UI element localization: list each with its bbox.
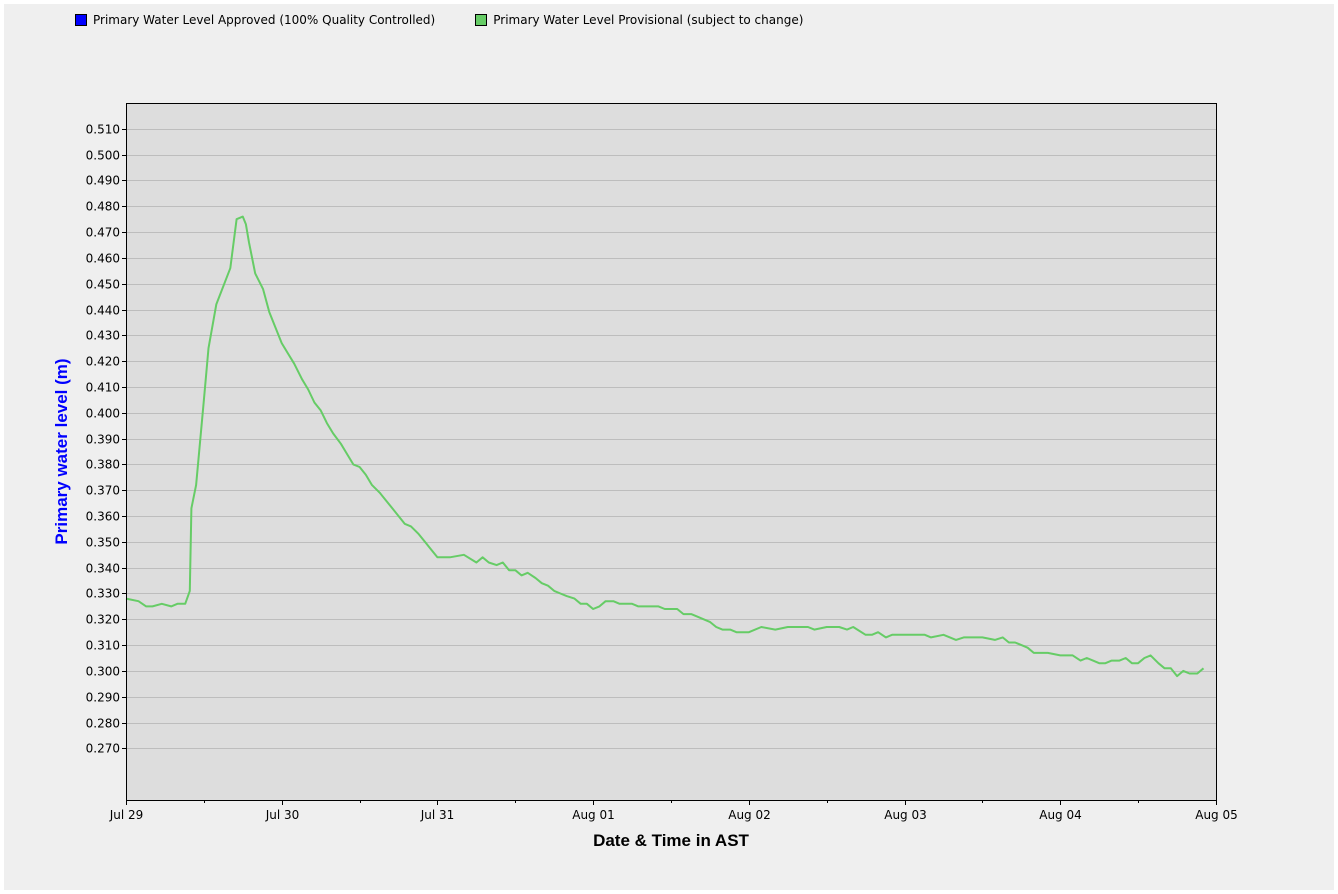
x-axis-title: Date & Time in AST [593, 831, 749, 850]
y-tick-label: 0.360 [86, 510, 120, 524]
y-tick-label: 0.320 [86, 613, 120, 627]
x-tick-label: Jul 31 [420, 808, 455, 822]
y-tick-label: 0.370 [86, 484, 120, 498]
legend-item-provisional: Primary Water Level Provisional (subject… [475, 13, 803, 27]
y-tick-label: 0.350 [86, 536, 120, 550]
x-tick-label: Jul 30 [265, 808, 300, 822]
x-tick-label: Aug 02 [728, 808, 771, 822]
x-axis: Jul 29 Jul 30 Jul 31 Aug 01 Aug 02 Aug 03 Aug … [109, 800, 1238, 822]
y-tick-label: 0.310 [86, 639, 120, 653]
y-tick-label: 0.440 [86, 304, 120, 318]
legend-item-approved: Primary Water Level Approved (100% Quali… [75, 13, 435, 27]
y-tick-label: 0.280 [86, 717, 120, 731]
y-tick-label: 0.460 [86, 252, 120, 266]
legend-label-approved: Primary Water Level Approved (100% Quali… [93, 13, 436, 27]
y-tick-label: 0.270 [86, 742, 120, 756]
y-axis-title: Primary water level (m) [52, 358, 71, 544]
y-tick-label: 0.340 [86, 562, 120, 576]
y-tick-label: 0.510 [86, 123, 120, 137]
plot-area [126, 103, 1216, 800]
y-tick-label: 0.480 [86, 200, 120, 214]
y-tick-label: 0.450 [86, 278, 120, 292]
y-tick-label: 0.470 [86, 226, 120, 240]
x-tick-label: Aug 04 [1039, 808, 1082, 822]
y-tick-label: 0.490 [86, 174, 120, 188]
y-tick-label: 0.290 [86, 691, 120, 705]
series-layer [125, 215, 1205, 678]
y-axis: 0.270 0.280 0.290 0.300 0.310 0.320 0.330 0.340… [86, 123, 126, 756]
grid-lines [126, 129, 1216, 749]
x-tick-label: Aug 03 [884, 808, 927, 822]
legend-swatch-approved [75, 14, 87, 26]
legend-swatch-provisional [475, 14, 488, 26]
y-tick-label: 0.420 [86, 355, 120, 369]
y-tick-label: 0.300 [86, 665, 120, 679]
x-tick-label: Aug 05 [1195, 808, 1238, 822]
y-tick-label: 0.500 [86, 149, 120, 163]
y-tick-label: 0.380 [86, 458, 120, 472]
x-tick-label: Jul 29 [109, 808, 144, 822]
y-tick-label: 0.390 [86, 433, 120, 447]
legend-label-provisional: Primary Water Level Provisional (subject… [493, 13, 804, 27]
y-tick-label: 0.330 [86, 587, 120, 601]
series-line-provisional [125, 215, 1205, 678]
y-tick-label: 0.400 [86, 407, 120, 421]
legend: Primary Water Level Approved (100% Quali… [75, 13, 843, 27]
x-tick-label: Aug 01 [572, 808, 615, 822]
y-tick-label: 0.430 [86, 329, 120, 343]
y-tick-label: 0.410 [86, 381, 120, 395]
